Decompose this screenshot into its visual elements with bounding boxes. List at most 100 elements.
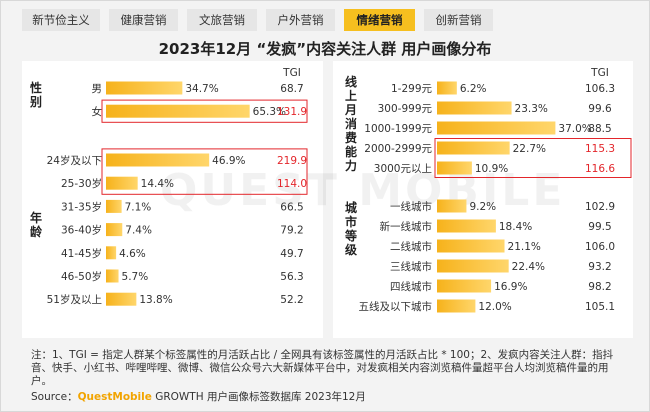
value-label: 7.1%: [125, 201, 152, 213]
tgi-value: 98.2: [588, 281, 611, 293]
tgi-value: 131.9: [277, 106, 307, 118]
bar: [437, 81, 457, 95]
tgi-value: 106.0: [585, 241, 615, 253]
value-label: 65.3%: [253, 106, 286, 118]
source-brand: QuestMobile: [77, 391, 152, 403]
tab-health-marketing[interactable]: 健康营销: [109, 9, 178, 31]
category-label: 300-999元: [378, 103, 433, 115]
value-label: 4.6%: [119, 248, 146, 260]
value-label: 21.1%: [508, 241, 541, 253]
category-label: 1000-1999元: [364, 123, 432, 135]
group-label-char: 性: [29, 80, 42, 95]
tab-frugalism[interactable]: 新节俭主义: [22, 9, 100, 31]
footnote: 注：1、TGI = 指定人群某个标签属性的月活跃占比 / 全网具有该标签属性的月…: [31, 349, 614, 387]
category-label: 36-40岁: [61, 224, 102, 237]
group-label-char: 等: [344, 228, 357, 243]
tgi-value: 106.3: [585, 83, 615, 95]
group-label-char: 级: [345, 242, 357, 257]
value-label: 18.4%: [499, 221, 532, 233]
category-label: 25-30岁: [61, 177, 102, 190]
category-label: 一线城市: [390, 200, 432, 213]
value-label: 37.0%: [558, 123, 591, 135]
category-label: 46-50岁: [61, 270, 102, 283]
bar: [437, 101, 512, 115]
group-label-char: 年: [30, 210, 42, 225]
tgi-value: 68.7: [280, 83, 303, 95]
tgi-value: 79.2: [280, 225, 303, 237]
value-label: 14.4%: [141, 178, 174, 190]
category-label: 31-35岁: [61, 200, 102, 213]
highlight-box: [101, 148, 308, 195]
source-line: Source：QuestMobile GROWTH 用户画像标签数据库 2023…: [31, 389, 366, 404]
bar: [437, 279, 492, 293]
group-label-char: 城: [345, 200, 357, 215]
tab-tourism-marketing[interactable]: 文旅营销: [187, 9, 257, 31]
tab-outdoor-marketing[interactable]: 户外营销: [266, 9, 335, 31]
bar: [437, 161, 472, 175]
value-label: 16.9%: [494, 281, 527, 293]
highlight-box: [434, 138, 632, 178]
value-label: 10.9%: [475, 163, 508, 175]
bar: [106, 223, 123, 237]
tgi-value: 99.5: [588, 221, 611, 233]
group-label-char: 市: [345, 214, 357, 229]
bar: [106, 292, 137, 306]
bar: [106, 199, 122, 213]
tgi-value: 93.2: [588, 261, 611, 273]
bar: [106, 269, 119, 283]
bar: [106, 153, 210, 167]
group-label-char: 月: [344, 103, 357, 117]
category-label: 3000元以上: [374, 163, 432, 175]
chart-title: 2023年12月 “发疯”内容关注人群 用户画像分布: [158, 40, 492, 58]
value-label: 22.7%: [513, 143, 546, 155]
category-label: 51岁及以上: [47, 293, 102, 306]
bar: [106, 246, 117, 260]
tgi-value: 88.5: [588, 123, 611, 135]
tgi-value: 56.3: [280, 271, 303, 283]
category-label: 41-45岁: [61, 247, 102, 260]
tgi-value: 219.9: [277, 155, 307, 167]
value-label: 46.9%: [212, 155, 245, 167]
tgi-value: 66.5: [280, 201, 303, 213]
value-label: 12.0%: [478, 301, 511, 313]
bar: [106, 104, 250, 118]
value-label: 34.7%: [185, 83, 218, 95]
category-label: 1-299元: [391, 83, 433, 95]
tgi-value: 116.6: [585, 163, 615, 175]
bar: [437, 219, 496, 233]
value-label: 13.8%: [139, 294, 172, 306]
bar: [437, 259, 509, 273]
group-label-char: 费: [345, 130, 357, 145]
value-label: 7.4%: [125, 225, 152, 237]
group-label-char: 上: [345, 88, 357, 103]
source-prefix: Source：: [31, 391, 78, 403]
tab-innovation-marketing[interactable]: 创新营销: [424, 9, 493, 31]
group-label-char: 消: [345, 116, 357, 131]
category-label: 2000-2999元: [364, 143, 432, 155]
category-label: 五线及以下城市: [359, 300, 433, 313]
category-label: 24岁及以下: [47, 154, 102, 167]
tgi-value: 102.9: [585, 201, 615, 213]
group-label-char: 别: [29, 95, 42, 109]
value-label: 9.2%: [469, 201, 496, 213]
tgi-value: 105.1: [585, 301, 615, 313]
category-label: 二线城市: [390, 240, 432, 253]
bar: [437, 239, 505, 253]
tgi-value: 115.3: [585, 143, 615, 155]
tab-emotion-marketing[interactable]: 情绪营销: [344, 9, 415, 31]
group-label-char: 龄: [30, 224, 43, 239]
bar: [437, 299, 476, 313]
tgi-value: 99.6: [588, 103, 612, 115]
group-label-char: 能: [345, 144, 357, 159]
group-label-char: 力: [345, 158, 357, 173]
category-label: 男: [92, 83, 103, 95]
bar: [106, 81, 183, 95]
tgi-value: 52.2: [280, 294, 303, 306]
tab-bar: 新节俭主义 健康营销 文旅营销 户外营销 情绪营销 创新营销: [22, 9, 493, 33]
bar: [437, 121, 556, 135]
bar: [106, 176, 138, 190]
highlight-box: [101, 99, 308, 123]
bar: [437, 199, 467, 213]
value-label: 6.2%: [460, 83, 487, 95]
